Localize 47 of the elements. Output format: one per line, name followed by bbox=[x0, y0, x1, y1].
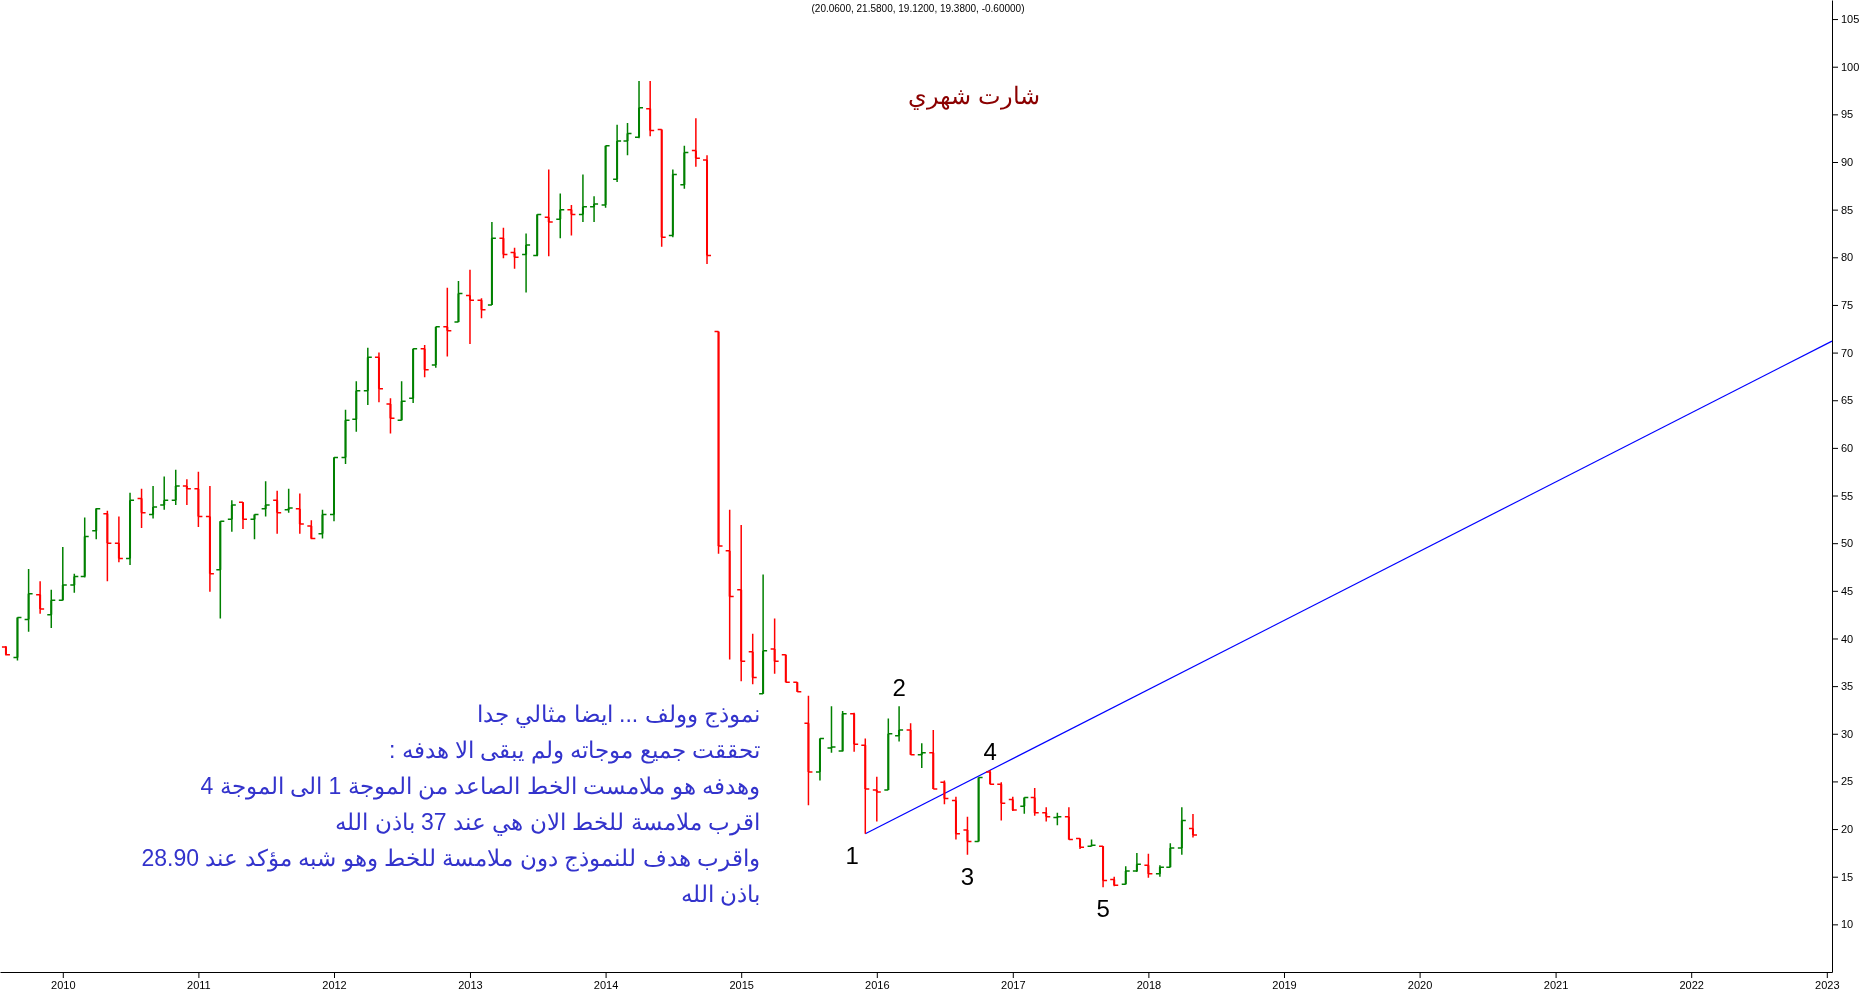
y-tick-label: 100 bbox=[1841, 60, 1860, 73]
x-tick-label: 2014 bbox=[593, 978, 619, 991]
y-tick-label: 105 bbox=[1841, 13, 1860, 26]
y-tick-label: 85 bbox=[1841, 203, 1854, 216]
annotation: نموذج وولف ... ايضا مثالي جدا bbox=[476, 701, 760, 728]
x-tick-label: 2015 bbox=[729, 978, 754, 991]
y-tick-label: 20 bbox=[1841, 823, 1854, 836]
annotation: وهدفه هو ملامست الخط الصاعد من الموجة 1 الى الموجة 4 bbox=[200, 773, 760, 800]
y-tick-label: 45 bbox=[1841, 584, 1854, 597]
y-tick-label: 65 bbox=[1841, 394, 1854, 407]
annotation: واقرب هدف للنموذج دون ملامسة للخط وهو شبه مؤكد عند 28.90 bbox=[141, 845, 760, 872]
y-tick-label: 80 bbox=[1841, 251, 1854, 264]
annotation: 5 bbox=[1096, 895, 1110, 923]
annotation: 3 bbox=[960, 862, 975, 890]
y-tick-label: 75 bbox=[1841, 298, 1854, 311]
x-tick-label: 2011 bbox=[187, 978, 211, 991]
x-tick-label: 2017 bbox=[1001, 978, 1026, 991]
y-tick-label: 35 bbox=[1841, 680, 1854, 693]
annotation: 1 bbox=[845, 841, 859, 869]
x-tick-label: 2012 bbox=[322, 978, 347, 991]
annotation: 2 bbox=[892, 674, 906, 702]
annotation: تحققت جميع موجاته ولم يبقى الا هدفه : bbox=[388, 737, 760, 764]
annotation: 4 bbox=[983, 737, 997, 765]
text: شارت شهري bbox=[908, 82, 1040, 110]
x-tick-label: 2021 bbox=[1543, 978, 1569, 991]
y-tick-label: 90 bbox=[1841, 156, 1854, 169]
y-tick-label: 55 bbox=[1841, 489, 1854, 502]
y-tick-label: 25 bbox=[1841, 775, 1854, 788]
chart-title: (20.0600, 21.5800, 19.1200, 19.3800, -0.60000) bbox=[811, 3, 1025, 14]
y-tick-label: 30 bbox=[1841, 727, 1854, 740]
y-tick-label: 70 bbox=[1841, 346, 1854, 359]
x-tick-label: 2010 bbox=[51, 978, 76, 991]
x-tick-label: 2018 bbox=[1136, 978, 1162, 991]
x-tick-label: 2023 bbox=[1815, 978, 1840, 991]
x-tick-label: 2022 bbox=[1679, 978, 1704, 991]
y-tick-label: 40 bbox=[1841, 632, 1854, 645]
y-tick-label: 15 bbox=[1841, 870, 1854, 883]
x-tick-label: 2020 bbox=[1407, 978, 1433, 991]
x-tick-label: 2013 bbox=[458, 978, 483, 991]
y-tick-label: 50 bbox=[1841, 537, 1854, 550]
y-tick-label: 95 bbox=[1841, 108, 1854, 121]
annotation: باذن الله bbox=[680, 881, 760, 907]
x-tick-label: 2016 bbox=[865, 978, 890, 991]
x-tick-label: 2019 bbox=[1272, 978, 1297, 991]
annotation: اقرب ملامسة للخط الان هي عند 37 باذن الله bbox=[335, 809, 760, 836]
y-tick-label: 10 bbox=[1841, 918, 1854, 931]
y-tick-label: 60 bbox=[1841, 441, 1854, 454]
